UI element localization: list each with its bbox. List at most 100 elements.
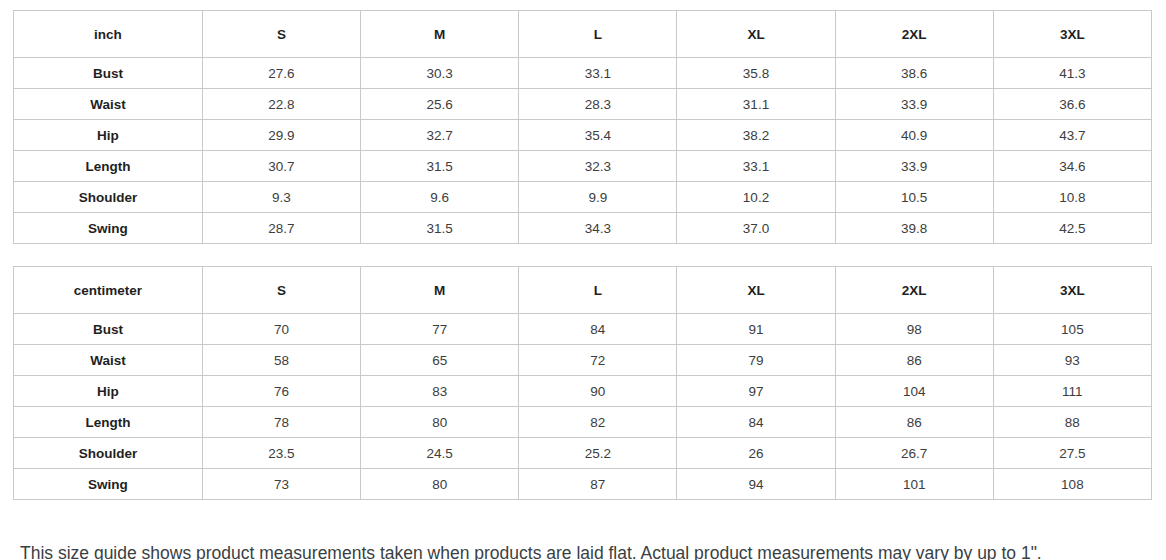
measurement-label: Swing — [14, 213, 203, 244]
size-column-header: 3XL — [993, 267, 1151, 314]
measurement-label: Waist — [14, 89, 203, 120]
size-column-header: L — [519, 267, 677, 314]
measurement-value: 32.3 — [519, 151, 677, 182]
measurement-value: 78 — [202, 407, 360, 438]
measurement-value: 101 — [835, 469, 993, 500]
measurement-value: 25.6 — [361, 89, 519, 120]
measurement-value: 36.6 — [993, 89, 1151, 120]
measurement-value: 22.8 — [202, 89, 360, 120]
measurement-value: 77 — [361, 314, 519, 345]
measurement-value: 82 — [519, 407, 677, 438]
measurement-value: 72 — [519, 345, 677, 376]
measurement-value: 30.7 — [202, 151, 360, 182]
measurement-value: 24.5 — [361, 438, 519, 469]
measurement-value: 33.9 — [835, 89, 993, 120]
size-table-header-row: inchSMLXL2XL3XL — [14, 11, 1152, 58]
measurement-value: 34.6 — [993, 151, 1151, 182]
measurement-value: 98 — [835, 314, 993, 345]
measurement-value: 33.1 — [519, 58, 677, 89]
size-column-header: XL — [677, 11, 835, 58]
size-column-header: 2XL — [835, 267, 993, 314]
measurement-value: 9.9 — [519, 182, 677, 213]
size-table-inch: inchSMLXL2XL3XLBust27.630.333.135.838.64… — [13, 10, 1152, 244]
measurement-row: Swing28.731.534.337.039.842.5 — [14, 213, 1152, 244]
size-guide-note: This size guide shows product measuremen… — [20, 542, 1152, 560]
measurement-value: 27.5 — [993, 438, 1151, 469]
measurement-row: Length788082848688 — [14, 407, 1152, 438]
measurement-value: 84 — [677, 407, 835, 438]
measurement-row: Shoulder9.39.69.910.210.510.8 — [14, 182, 1152, 213]
measurement-row: Waist586572798693 — [14, 345, 1152, 376]
measurement-value: 35.8 — [677, 58, 835, 89]
size-column-header: S — [202, 11, 360, 58]
measurement-value: 80 — [361, 407, 519, 438]
measurement-value: 34.3 — [519, 213, 677, 244]
size-column-header: S — [202, 267, 360, 314]
measurement-label: Length — [14, 407, 203, 438]
measurement-value: 105 — [993, 314, 1151, 345]
measurement-value: 86 — [835, 407, 993, 438]
measurement-value: 58 — [202, 345, 360, 376]
measurement-value: 80 — [361, 469, 519, 500]
size-column-header: 2XL — [835, 11, 993, 58]
measurement-value: 41.3 — [993, 58, 1151, 89]
measurement-value: 43.7 — [993, 120, 1151, 151]
measurement-value: 111 — [993, 376, 1151, 407]
measurement-value: 32.7 — [361, 120, 519, 151]
measurement-value: 33.1 — [677, 151, 835, 182]
measurement-row: Hip76839097104111 — [14, 376, 1152, 407]
measurement-value: 35.4 — [519, 120, 677, 151]
size-table-header-row: centimeterSMLXL2XL3XL — [14, 267, 1152, 314]
measurement-value: 28.3 — [519, 89, 677, 120]
measurement-value: 90 — [519, 376, 677, 407]
size-column-header: 3XL — [993, 11, 1151, 58]
measurement-value: 40.9 — [835, 120, 993, 151]
measurement-row: Shoulder23.524.525.22626.727.5 — [14, 438, 1152, 469]
size-table-centimeter: centimeterSMLXL2XL3XLBust7077849198105Wa… — [13, 266, 1152, 500]
measurement-value: 88 — [993, 407, 1151, 438]
unit-header-cell: centimeter — [14, 267, 203, 314]
measurement-label: Hip — [14, 120, 203, 151]
measurement-value: 37.0 — [677, 213, 835, 244]
measurement-value: 108 — [993, 469, 1151, 500]
measurement-value: 9.3 — [202, 182, 360, 213]
measurement-row: Swing73808794101108 — [14, 469, 1152, 500]
measurement-value: 39.8 — [835, 213, 993, 244]
measurement-value: 26.7 — [835, 438, 993, 469]
measurement-row: Length30.731.532.333.133.934.6 — [14, 151, 1152, 182]
measurement-value: 94 — [677, 469, 835, 500]
measurement-label: Bust — [14, 58, 203, 89]
measurement-value: 73 — [202, 469, 360, 500]
measurement-value: 38.6 — [835, 58, 993, 89]
measurement-value: 84 — [519, 314, 677, 345]
measurement-label: Length — [14, 151, 203, 182]
size-guide-section: inchSMLXL2XL3XLBust27.630.333.135.838.64… — [0, 0, 1166, 560]
measurement-value: 70 — [202, 314, 360, 345]
measurement-row: Waist22.825.628.331.133.936.6 — [14, 89, 1152, 120]
measurement-value: 10.8 — [993, 182, 1151, 213]
measurement-value: 30.3 — [361, 58, 519, 89]
measurement-value: 87 — [519, 469, 677, 500]
measurement-value: 86 — [835, 345, 993, 376]
measurement-value: 27.6 — [202, 58, 360, 89]
measurement-value: 29.9 — [202, 120, 360, 151]
measurement-value: 76 — [202, 376, 360, 407]
measurement-value: 26 — [677, 438, 835, 469]
size-column-header: M — [361, 267, 519, 314]
size-column-header: M — [361, 11, 519, 58]
measurement-value: 9.6 — [361, 182, 519, 213]
measurement-value: 91 — [677, 314, 835, 345]
unit-header-cell: inch — [14, 11, 203, 58]
measurement-row: Hip29.932.735.438.240.943.7 — [14, 120, 1152, 151]
measurement-value: 33.9 — [835, 151, 993, 182]
measurement-label: Swing — [14, 469, 203, 500]
measurement-label: Shoulder — [14, 438, 203, 469]
measurement-value: 65 — [361, 345, 519, 376]
measurement-value: 10.2 — [677, 182, 835, 213]
measurement-value: 25.2 — [519, 438, 677, 469]
measurement-value: 93 — [993, 345, 1151, 376]
measurement-label: Bust — [14, 314, 203, 345]
measurement-row: Bust7077849198105 — [14, 314, 1152, 345]
size-column-header: L — [519, 11, 677, 58]
size-column-header: XL — [677, 267, 835, 314]
